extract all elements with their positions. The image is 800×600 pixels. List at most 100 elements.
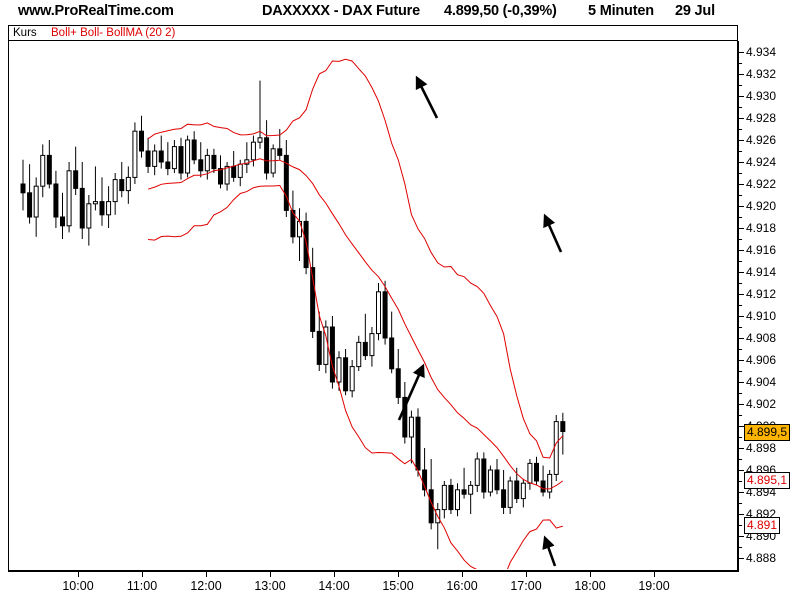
candle-body <box>218 168 223 185</box>
last-price: 4.899,50 (-0,39%) <box>444 3 557 19</box>
candle-body <box>356 341 362 368</box>
candle-body <box>389 337 395 370</box>
candle-body <box>336 357 342 383</box>
candle-body <box>132 130 138 178</box>
time-tick <box>462 572 463 577</box>
price-tick <box>738 404 744 405</box>
price-tick-label: 4.920 <box>746 199 777 213</box>
price-tick-label: 4.912 <box>746 287 777 301</box>
candle-body <box>369 333 375 357</box>
time-tick-label: 12:00 <box>190 579 222 593</box>
price-tick <box>738 74 744 75</box>
arrow-lower-band-bottom <box>542 535 557 567</box>
price-tick-minor <box>738 261 742 262</box>
candle-body <box>402 396 408 438</box>
candle-body <box>316 330 322 365</box>
price-tick <box>738 206 744 207</box>
price-tick-label: 4.910 <box>746 309 777 323</box>
candle-body <box>468 484 474 495</box>
candle-body <box>343 357 349 392</box>
price-tick-label: 4.894 <box>746 485 777 499</box>
chart-legend[interactable]: Kurs Boll+ Boll- BollMA (20 2) <box>8 25 738 41</box>
price-tick-label: 4.916 <box>746 243 777 257</box>
price-tick-minor <box>738 129 742 130</box>
price-tick-minor <box>738 305 742 306</box>
price-tick-minor <box>738 85 742 86</box>
time-tick <box>334 572 335 577</box>
candle-body <box>204 154 210 172</box>
candle-body <box>211 154 217 170</box>
candle-body <box>33 185 39 218</box>
price-tick-label: 4.898 <box>746 441 777 455</box>
price-tick <box>738 382 744 383</box>
candle-body <box>362 341 368 357</box>
price-tick-label: 4.922 <box>746 177 777 191</box>
price-tick <box>738 338 744 339</box>
candle-body <box>527 462 533 484</box>
price-tick <box>738 250 744 251</box>
price-tick-label: 4.926 <box>746 133 777 147</box>
current-price-marker[interactable]: 4.899,5 <box>744 423 791 441</box>
boll-lower-marker[interactable]: 4.891 <box>744 517 781 534</box>
candle-body <box>250 141 256 161</box>
time-tick <box>270 572 271 577</box>
price-tick-minor <box>738 107 742 108</box>
candle-body <box>441 484 447 511</box>
price-tick-minor <box>738 437 742 438</box>
price-tick <box>738 118 744 119</box>
legend-price-series[interactable]: Kurs <box>13 27 37 39</box>
price-tick <box>738 140 744 141</box>
candle-body <box>395 368 401 398</box>
candle-body <box>79 187 85 229</box>
price-tick-minor <box>738 547 742 548</box>
price-tick-label: 4.928 <box>746 111 777 125</box>
candle-body <box>382 291 388 339</box>
candle-body <box>145 150 151 167</box>
candle-body <box>507 480 513 508</box>
time-axis-spine <box>8 571 739 572</box>
price-tick-label: 4.906 <box>746 353 777 367</box>
candle-body <box>158 150 164 163</box>
price-tick <box>738 448 744 449</box>
arrow-mid-band-peak <box>543 213 563 253</box>
candle-body <box>520 482 526 500</box>
candle-body <box>86 203 92 229</box>
candle-body <box>112 179 118 203</box>
boll-ma-marker[interactable]: 4.895,1 <box>744 471 791 489</box>
candle-body <box>474 458 480 486</box>
candle-body <box>46 154 52 185</box>
legend-indicator[interactable]: Boll+ Boll- BollMA (20 2) <box>51 27 176 39</box>
price-tick <box>738 52 744 53</box>
candle-body <box>92 201 98 205</box>
candle-body <box>487 469 493 493</box>
candle-body <box>257 137 263 143</box>
candle-body <box>125 176 131 192</box>
candle-body <box>290 209 296 238</box>
candle-body <box>408 416 414 438</box>
candle-body <box>99 201 105 216</box>
plot-area[interactable]: © ProRealTime.com <box>8 41 738 571</box>
time-axis[interactable]: 10:00 11:00 12:00 13:00 14:00 15:00 16:00 17:00… <box>8 571 800 600</box>
candle-body <box>310 267 316 332</box>
price-tick <box>738 492 744 493</box>
price-tick-minor <box>738 173 742 174</box>
time-tick-label: 13:00 <box>254 579 286 593</box>
candle-body <box>185 139 191 174</box>
price-axis[interactable]: 4.934 4.932 4.930 4.928 4.926 4.924 4.922 4.920… <box>738 41 800 571</box>
time-tick-label: 19:00 <box>638 579 670 593</box>
price-tick-minor <box>738 327 742 328</box>
price-tick-label: 4.914 <box>746 265 777 279</box>
time-tick-label: 10:00 <box>62 579 94 593</box>
site-title: www.ProRealTime.com <box>18 3 174 19</box>
price-tick-label: 4.934 <box>746 45 777 59</box>
time-tick-label: 11:00 <box>126 579 158 593</box>
candle-body <box>60 216 65 227</box>
price-tick-minor <box>738 371 742 372</box>
candle-body <box>264 137 270 174</box>
candle-body <box>560 421 566 433</box>
time-tick-label: 15:00 <box>382 579 414 593</box>
price-tick-minor <box>738 415 742 416</box>
candle-body <box>303 220 309 269</box>
time-tick <box>590 572 591 577</box>
